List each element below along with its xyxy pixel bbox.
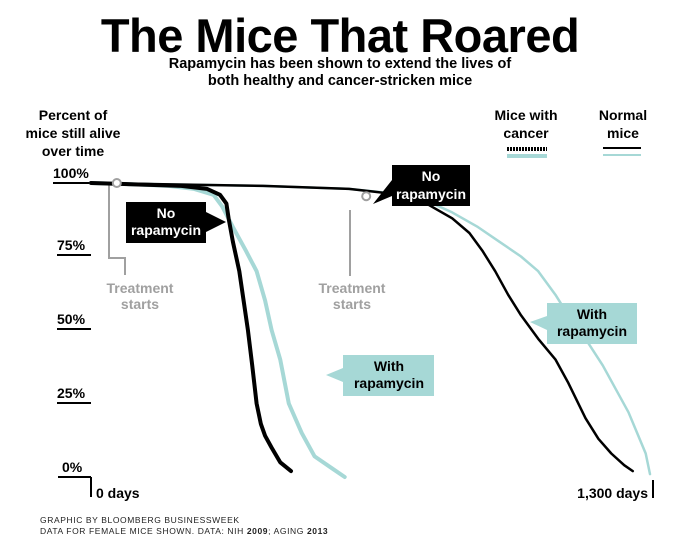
legend-normal-label: Normal mice xyxy=(588,106,658,142)
y-axis-label: Percent of mice still alive over time xyxy=(14,106,132,160)
treatment-start-point xyxy=(111,178,122,188)
footer-line-2: DATA FOR FEMALE MICE SHOWN. DATA: NIH 20… xyxy=(40,526,328,537)
callout-cancer-with-rapamycin: With rapamycin xyxy=(326,355,434,396)
callout-box xyxy=(530,303,637,344)
callout-cancer-no-rapamycin: No rapamycin xyxy=(126,202,226,243)
callout-normal-no-rapamycin: No rapamycin xyxy=(373,165,470,206)
footer-year-2: 2013 xyxy=(306,526,329,536)
footer-line-2-text: DATA FOR FEMALE MICE SHOWN. DATA: NIH xyxy=(40,526,247,536)
y-axis-label-line-1: Percent of xyxy=(38,107,108,123)
subtitle-line-2: both healthy and cancer-stricken mice xyxy=(207,73,473,89)
legend-normal-line-2: mice xyxy=(607,125,639,141)
legend-normal-line-1: Normal xyxy=(598,107,648,123)
y-tick-label: 0% xyxy=(62,459,83,475)
subtitle-line-1: Rapamycin has been shown to extend the l… xyxy=(168,56,512,72)
x-tick-start-label: 0 days xyxy=(96,485,140,501)
y-tick-label: 100% xyxy=(53,165,89,181)
legend-cancer-line-2: cancer xyxy=(503,125,549,141)
callout-text-line-1: With xyxy=(577,306,607,322)
footer-credits: GRAPHIC BY BLOOMBERG BUSINESSWEEK DATA F… xyxy=(40,515,328,537)
treatment-label-cancer-line-1: Treatment xyxy=(107,280,174,296)
callout-text-line-1: With xyxy=(374,358,404,374)
x-tick-end-label: 1,300 days xyxy=(577,485,648,501)
y-ticks: 100% 75% 50% 25% 0% xyxy=(53,165,91,478)
treatment-start-point xyxy=(361,191,372,202)
series-line-normal-no-rapamycin xyxy=(89,181,635,473)
chart-subtitle: Rapamycin has been shown to extend the l… xyxy=(100,56,580,90)
y-tick-label: 50% xyxy=(57,311,86,327)
callouts: No rapamycin With rapamycin No rapamycin… xyxy=(126,165,637,396)
treatment-start-markers: Treatment starts Treatment starts xyxy=(107,183,386,312)
y-axis-label-line-3: over time xyxy=(41,143,105,159)
x-ticks: 0 days 1,300 days xyxy=(90,477,654,501)
treatment-label-cancer-line-2: starts xyxy=(121,296,159,312)
treatment-label-normal-line-2: starts xyxy=(333,296,371,312)
callout-box xyxy=(326,355,434,396)
callout-box xyxy=(126,202,226,243)
callout-text-line-2: rapamycin xyxy=(354,375,424,391)
callout-text-line-1: No xyxy=(422,168,441,184)
callout-normal-with-rapamycin: With rapamycin xyxy=(530,303,637,344)
footer-year-1: 2009 xyxy=(246,526,269,536)
marker-layer xyxy=(111,178,372,202)
callout-text-line-1: No xyxy=(157,205,176,221)
y-axis-label-line-2: mice still alive xyxy=(25,125,121,141)
callout-text-line-2: rapamycin xyxy=(557,323,627,339)
chart-title: The Mice That Roared xyxy=(100,9,580,62)
callout-text-line-2: rapamycin xyxy=(396,186,466,202)
legend-cancer-label: Mice with cancer xyxy=(484,106,568,142)
legend-cancer-line-1: Mice with xyxy=(494,107,558,123)
legend-swatches xyxy=(507,147,641,158)
treatment-leader-cancer xyxy=(108,183,126,275)
callout-box xyxy=(373,165,470,206)
y-tick-label: 25% xyxy=(57,385,86,401)
footer-line-2-mid: ; AGING xyxy=(268,526,307,536)
footer-line-1: GRAPHIC BY BLOOMBERG BUSINESSWEEK xyxy=(40,515,240,525)
callout-text-line-2: rapamycin xyxy=(131,222,201,238)
treatment-label-normal-line-1: Treatment xyxy=(319,280,386,296)
y-tick-label: 75% xyxy=(57,237,86,253)
series-line-cancer-no-rapamycin xyxy=(89,181,293,474)
